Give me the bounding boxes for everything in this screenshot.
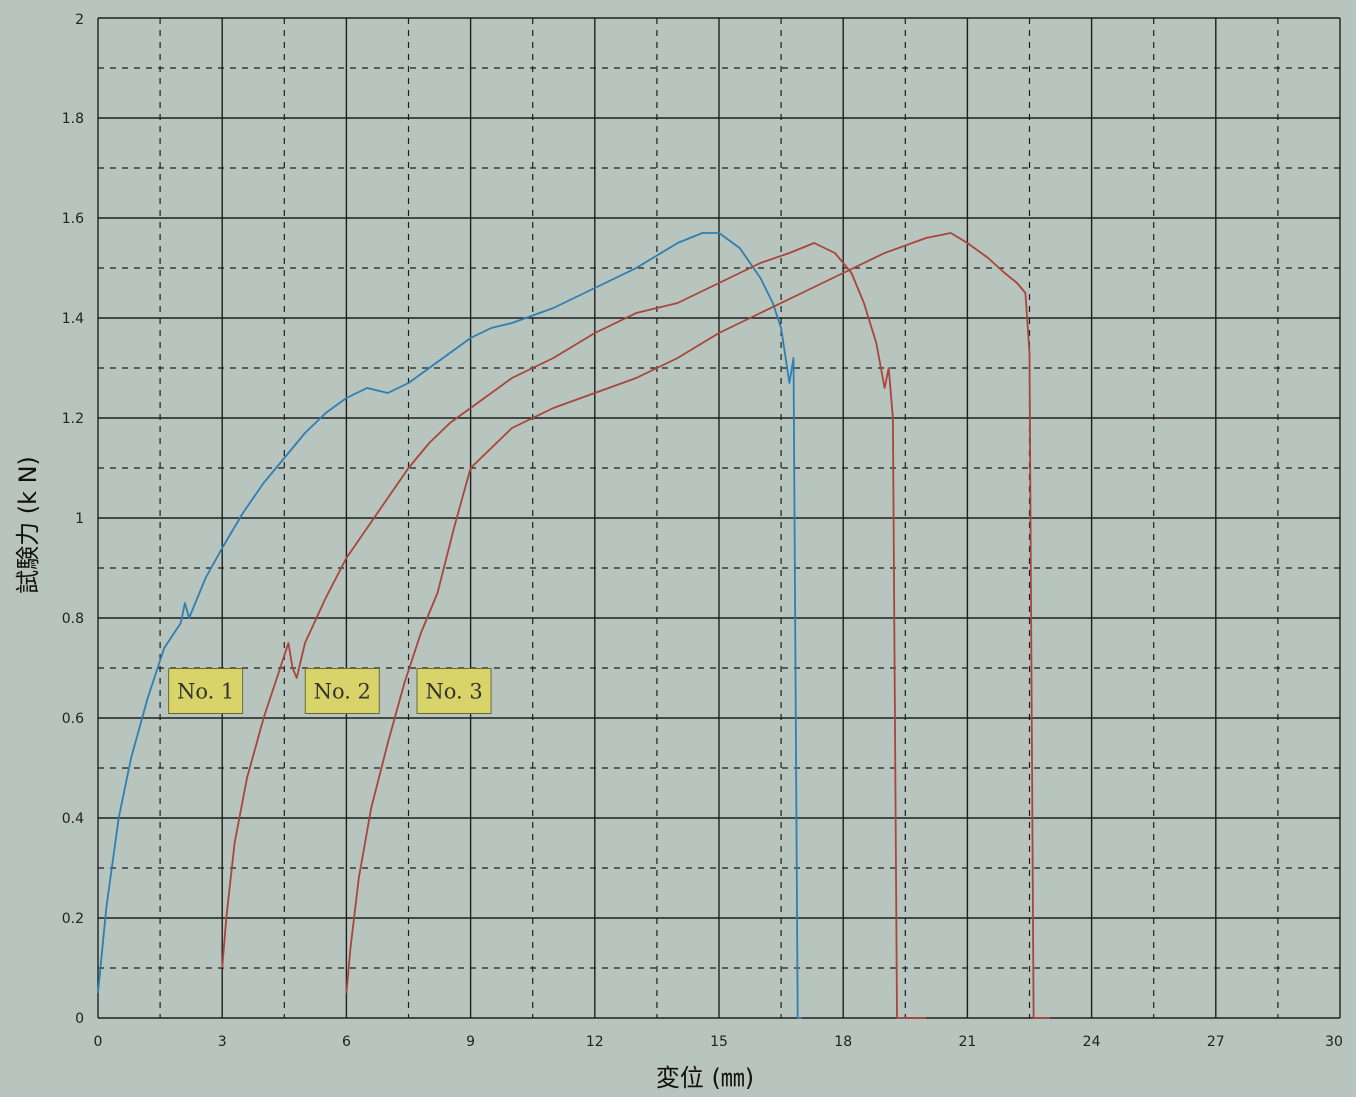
y-tick-label: 0.2	[62, 911, 84, 927]
y-tick-label: 0.6	[62, 711, 84, 727]
x-tick-label: 6	[342, 1034, 351, 1050]
y-tick-labels: 0 0.2 0.4 0.6 0.8 1 1.2 1.4 1.6 1.8 2	[62, 12, 84, 1027]
x-tick-label: 0	[94, 1034, 103, 1050]
y-tick-label: 0	[75, 1011, 84, 1027]
y-tick-label: 1	[75, 511, 84, 527]
x-tick-label: 30	[1325, 1034, 1343, 1050]
x-tick-label: 3	[218, 1034, 227, 1050]
x-tick-label: 24	[1083, 1034, 1101, 1050]
series-line-2	[221, 242, 926, 1019]
x-tick-label: 9	[466, 1034, 475, 1050]
series-line-1	[97, 232, 802, 1019]
series-label-3: No. 3	[425, 680, 482, 704]
x-tick-label: 27	[1207, 1034, 1225, 1050]
y-tick-label: 1.8	[62, 111, 84, 127]
x-axis-title: 変位 (㎜)	[656, 1064, 754, 1092]
series-label-1: No. 1	[177, 680, 234, 704]
series-label-box-2	[304, 668, 380, 714]
y-tick-label: 1.6	[62, 211, 84, 227]
series-label-box-3	[416, 668, 492, 714]
series-label-box-1	[168, 668, 244, 714]
x-tick-label: 18	[834, 1034, 852, 1050]
y-axis-title: 試験力 (k N)	[14, 456, 42, 594]
series-label-2: No. 2	[314, 680, 371, 704]
y-tick-label: 0.4	[62, 811, 84, 827]
y-tick-label: 1.2	[62, 411, 84, 427]
y-tick-label: 0.8	[62, 611, 84, 627]
x-tick-label: 12	[586, 1034, 604, 1050]
series-line-3	[345, 232, 1051, 1019]
grid	[97, 17, 1341, 1019]
y-tick-label: 1.4	[62, 311, 84, 327]
y-tick-label: 2	[75, 12, 84, 28]
x-tick-label: 15	[710, 1034, 728, 1050]
x-tick-labels: 0 3 6 9 12 15 18 21 24 27 30	[94, 1034, 1343, 1050]
series-lines	[97, 232, 1051, 1019]
series-labels: No. 1 No. 2 No. 3	[168, 668, 492, 714]
x-tick-label: 21	[958, 1034, 976, 1050]
